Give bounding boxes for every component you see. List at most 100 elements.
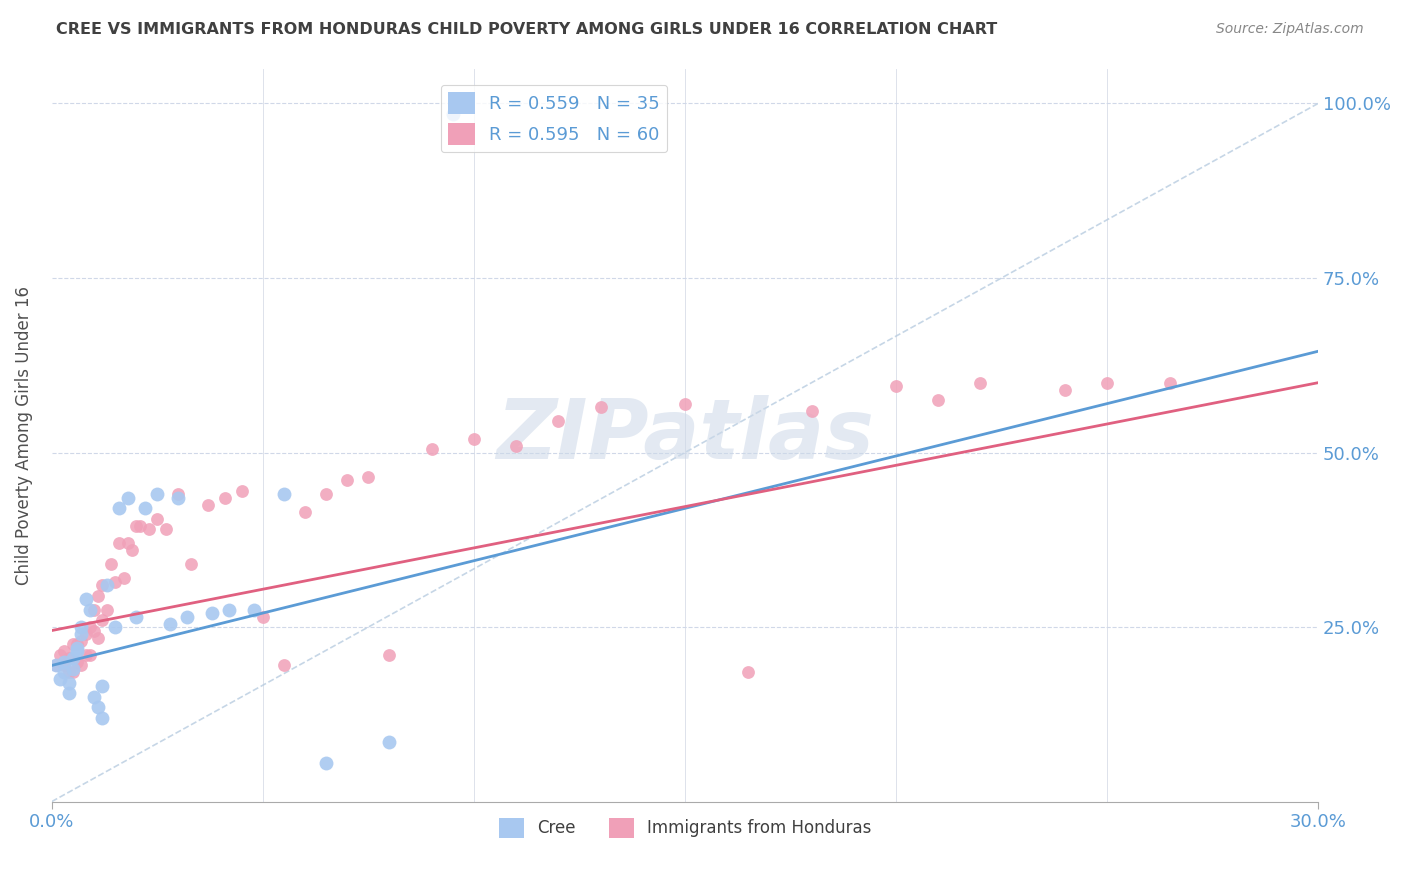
Point [62, 651, 84, 665]
Point [357, 470, 380, 484]
Point [737, 665, 759, 680]
Point [129, 518, 152, 533]
Point [104, 574, 127, 589]
Point [87, 589, 110, 603]
Point [66, 638, 89, 652]
Point [547, 414, 569, 428]
Point [121, 543, 143, 558]
Point [108, 501, 131, 516]
Point [180, 558, 202, 572]
Point [70, 627, 93, 641]
Point [159, 616, 181, 631]
Point [167, 491, 190, 505]
Point [167, 487, 190, 501]
Point [70, 620, 93, 634]
Point [87, 700, 110, 714]
Point [294, 505, 316, 519]
Point [58, 676, 80, 690]
Point [62, 665, 84, 680]
Point [273, 487, 295, 501]
Point [91, 613, 114, 627]
Point [66, 655, 89, 669]
Text: CREE VS IMMIGRANTS FROM HONDURAS CHILD POVERTY AMONG GIRLS UNDER 16 CORRELATION : CREE VS IMMIGRANTS FROM HONDURAS CHILD P… [56, 22, 997, 37]
Point [155, 522, 177, 536]
Point [91, 711, 114, 725]
Point [79, 620, 101, 634]
Point [125, 518, 148, 533]
Point [96, 578, 118, 592]
Point [45, 658, 67, 673]
Point [1095, 376, 1118, 390]
Point [252, 609, 274, 624]
Point [441, 107, 464, 121]
Point [108, 536, 131, 550]
Point [66, 644, 89, 658]
Point [134, 501, 156, 516]
Point [75, 648, 97, 662]
Point [463, 432, 485, 446]
Point [197, 498, 219, 512]
Point [138, 522, 160, 536]
Text: ZIPatlas: ZIPatlas [496, 394, 875, 475]
Point [100, 558, 122, 572]
Legend: Cree, Immigrants from Honduras: Cree, Immigrants from Honduras [492, 811, 879, 845]
Point [315, 756, 337, 771]
Text: Source: ZipAtlas.com: Source: ZipAtlas.com [1216, 22, 1364, 37]
Point [79, 648, 101, 662]
Point [969, 376, 991, 390]
Point [96, 602, 118, 616]
Point [315, 487, 337, 501]
Point [218, 602, 240, 616]
Point [75, 592, 97, 607]
Point [58, 686, 80, 700]
Point [589, 400, 612, 414]
Point [58, 651, 80, 665]
Point [1053, 383, 1076, 397]
Point [125, 609, 148, 624]
Point [117, 491, 139, 505]
Point [83, 624, 105, 638]
Point [83, 602, 105, 616]
Point [927, 393, 949, 408]
Point [104, 620, 127, 634]
Point [45, 658, 67, 673]
Point [336, 474, 359, 488]
Point [146, 487, 169, 501]
Point [214, 491, 236, 505]
Point [146, 512, 169, 526]
Point [231, 483, 253, 498]
Point [66, 640, 89, 655]
Point [112, 571, 135, 585]
Point [79, 602, 101, 616]
Point [91, 578, 114, 592]
Point [49, 648, 72, 662]
Point [800, 403, 823, 417]
Point [53, 665, 76, 680]
Point [378, 648, 401, 662]
Y-axis label: Child Poverty Among Girls Under 16: Child Poverty Among Girls Under 16 [15, 285, 32, 584]
Point [117, 536, 139, 550]
Point [83, 690, 105, 704]
Point [505, 438, 527, 452]
Point [62, 662, 84, 676]
Point [1159, 376, 1181, 390]
Point [176, 609, 198, 624]
Point [420, 442, 443, 456]
Point [62, 638, 84, 652]
Point [58, 665, 80, 680]
Point [378, 735, 401, 749]
Point [201, 606, 224, 620]
Point [91, 679, 114, 693]
Point [53, 658, 76, 673]
Point [53, 655, 76, 669]
Point [884, 379, 907, 393]
Point [53, 644, 76, 658]
Point [49, 673, 72, 687]
Point [243, 602, 266, 616]
Point [87, 631, 110, 645]
Point [273, 658, 295, 673]
Point [70, 634, 93, 648]
Point [75, 627, 97, 641]
Point [70, 658, 93, 673]
Point [673, 397, 696, 411]
